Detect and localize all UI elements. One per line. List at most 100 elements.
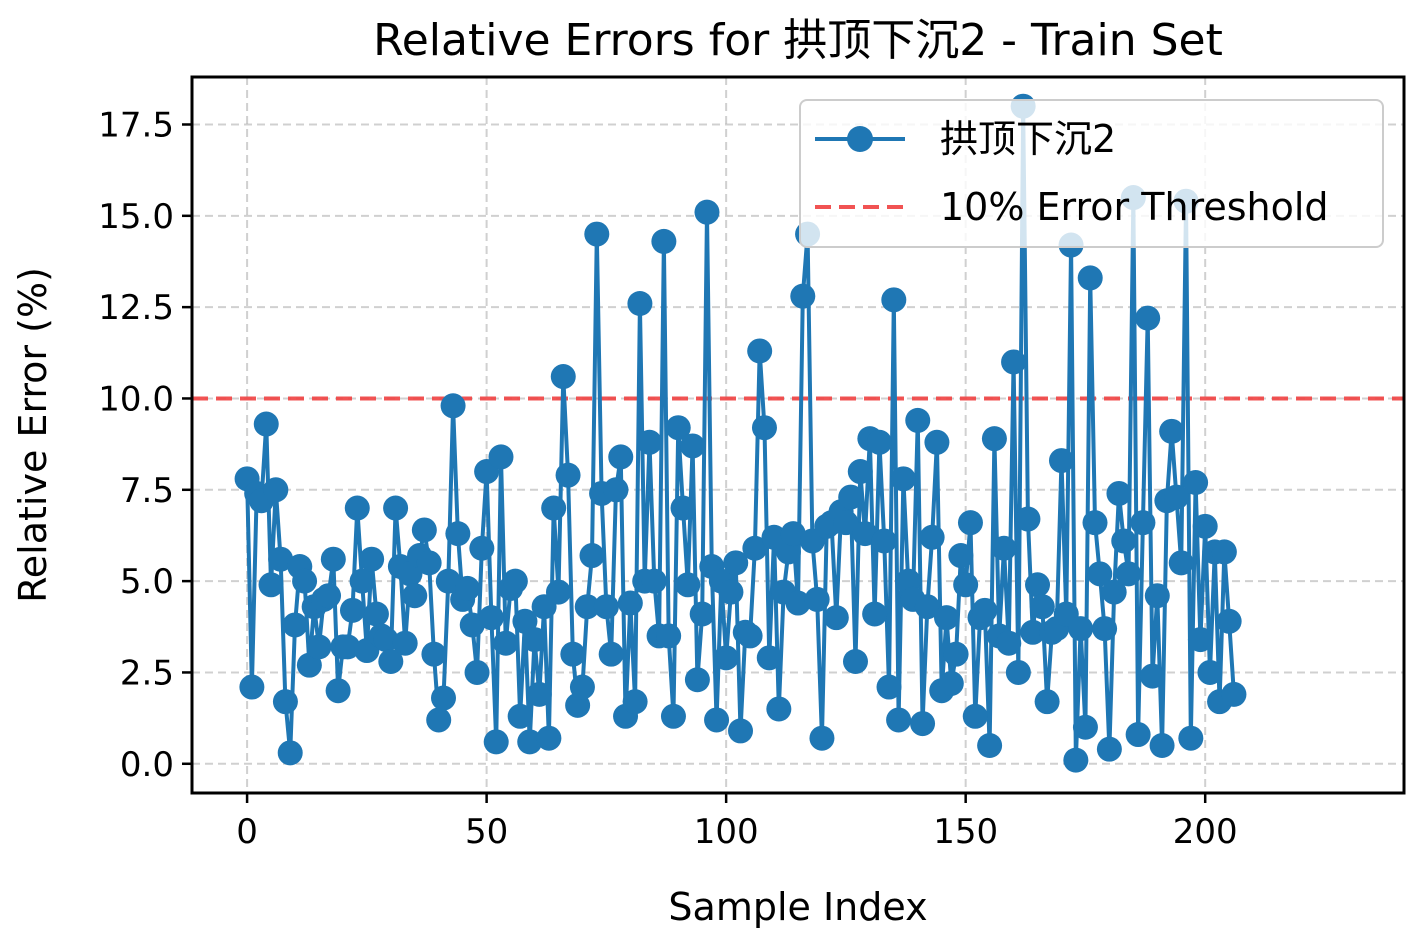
y-tick-label: 2.5 <box>120 653 174 693</box>
data-point <box>339 597 365 623</box>
data-point <box>728 718 754 744</box>
data-point <box>852 521 878 547</box>
legend-box <box>799 99 1384 248</box>
x-tick-label: 200 <box>1173 812 1238 852</box>
data-point <box>953 572 979 598</box>
data-point <box>239 674 265 700</box>
data-point <box>1197 659 1223 685</box>
data-point <box>383 495 409 521</box>
data-point <box>411 517 437 543</box>
data-point <box>536 725 562 751</box>
data-point <box>747 338 773 364</box>
data-point <box>742 535 768 561</box>
data-point <box>704 707 730 733</box>
data-point <box>522 627 548 653</box>
data-point <box>1072 714 1098 740</box>
data-point <box>1106 480 1132 506</box>
data-point <box>1187 627 1213 653</box>
data-point <box>1001 349 1027 375</box>
data-point <box>675 572 701 598</box>
data-point <box>272 689 298 715</box>
data-point <box>359 546 385 572</box>
data-point <box>651 228 677 254</box>
x-tick-label: 0 <box>236 812 258 852</box>
data-point <box>756 645 782 671</box>
data-point <box>977 733 1003 759</box>
data-point <box>469 535 495 561</box>
data-point <box>431 685 456 711</box>
data-point <box>459 612 485 638</box>
data-point <box>943 641 969 667</box>
data-point <box>751 415 777 441</box>
data-point <box>914 594 940 620</box>
data-point <box>876 674 902 700</box>
data-point <box>842 648 868 674</box>
data-point <box>694 199 720 225</box>
data-point <box>378 648 404 674</box>
data-point <box>517 729 543 755</box>
data-point <box>316 583 342 609</box>
data-point <box>871 528 897 554</box>
data-point <box>392 630 418 656</box>
data-point <box>919 524 945 550</box>
data-point <box>957 510 983 536</box>
data-point <box>478 605 504 631</box>
data-point <box>1015 506 1041 532</box>
data-point <box>268 546 294 572</box>
data-point <box>454 575 480 601</box>
data-point <box>421 641 447 667</box>
data-point <box>790 283 816 309</box>
data-point <box>1048 448 1074 474</box>
data-point <box>1221 681 1247 707</box>
y-tick-label: 17.5 <box>98 105 174 145</box>
data-point <box>253 411 279 437</box>
data-point <box>660 703 686 729</box>
data-point <box>910 711 936 737</box>
y-tick-label: 0.0 <box>120 745 174 785</box>
data-point <box>785 590 811 616</box>
data-point <box>924 429 950 455</box>
data-point <box>545 579 571 605</box>
x-axis-label: Sample Index <box>668 885 927 929</box>
data-point <box>996 630 1022 656</box>
data-point <box>866 429 892 455</box>
data-point <box>934 605 960 631</box>
data-point <box>838 484 864 510</box>
data-point <box>258 572 284 598</box>
data-point <box>1159 418 1185 444</box>
y-tick-label: 10.0 <box>98 379 174 419</box>
data-point <box>766 696 792 722</box>
data-point <box>938 670 964 696</box>
data-point <box>435 568 461 594</box>
data-point <box>991 535 1017 561</box>
data-point <box>445 521 471 547</box>
data-point <box>1087 561 1113 587</box>
data-point <box>804 586 830 612</box>
data-point <box>263 477 289 503</box>
x-tick-label: 150 <box>933 812 998 852</box>
data-point <box>823 605 849 631</box>
data-point <box>1125 722 1151 748</box>
y-axis-label: Relative Error (%) <box>11 267 55 603</box>
data-point <box>881 287 907 313</box>
data-point <box>1092 616 1118 642</box>
data-point <box>1168 550 1194 576</box>
data-point <box>292 568 318 594</box>
data-point <box>1144 583 1170 609</box>
legend-series-label: 拱顶下沉2 <box>940 117 1116 161</box>
data-point <box>1163 484 1189 510</box>
data-point <box>373 627 399 653</box>
data-point <box>890 466 916 492</box>
data-point <box>320 546 346 572</box>
data-point <box>593 594 619 620</box>
series-layer <box>234 93 1247 773</box>
y-tick-label: 5.0 <box>120 562 174 602</box>
data-point <box>440 393 466 419</box>
data-point <box>1130 510 1156 536</box>
data-point <box>579 543 605 569</box>
x-tick-label: 50 <box>465 812 508 852</box>
data-point <box>598 641 624 667</box>
data-point <box>981 426 1007 452</box>
data-point <box>1096 736 1122 762</box>
